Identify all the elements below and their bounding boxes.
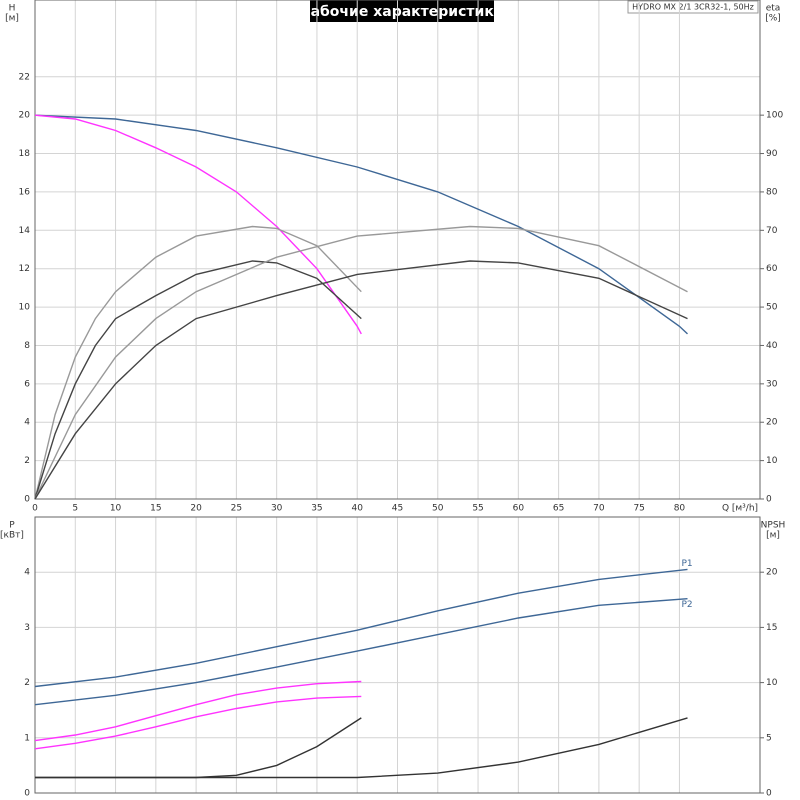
x-tick-label: 40	[351, 504, 363, 514]
y2-axis-label: NPSH	[761, 521, 786, 531]
y-axis-unit: [м]	[5, 14, 19, 24]
y2-axis-unit: [%]	[765, 14, 781, 24]
y-tick-label: 0	[24, 789, 30, 799]
y2-tick-label: 0	[766, 789, 772, 799]
curve-label: P2	[682, 600, 693, 610]
x-tick-label: 65	[553, 504, 564, 514]
curve	[34, 114, 362, 335]
curve	[35, 717, 362, 779]
y2-tick-label: 30	[766, 379, 778, 389]
x-tick-label: 10	[110, 504, 122, 514]
x-tick-label: 35	[311, 504, 322, 514]
curve	[34, 680, 362, 742]
curve-label: P1	[682, 559, 693, 569]
x-tick-label: 50	[432, 504, 444, 514]
y-tick-label: 8	[24, 341, 30, 351]
y-tick-label: 22	[19, 72, 30, 82]
y-tick-label: 3	[24, 623, 30, 633]
curve	[34, 598, 688, 706]
y-tick-label: 18	[19, 149, 31, 159]
y2-axis-unit: [м]	[766, 531, 780, 541]
curve	[34, 568, 688, 688]
x-tick-label: 20	[190, 504, 202, 514]
y-tick-label: 2	[24, 678, 30, 688]
curve	[34, 114, 688, 335]
plot-frame	[34, 516, 761, 794]
x-tick-label: 60	[513, 504, 525, 514]
y2-tick-label: 90	[766, 149, 778, 159]
y2-tick-label: 10	[766, 456, 778, 466]
curve	[34, 225, 362, 500]
x-axis-label: Q [м³/h]	[722, 504, 758, 514]
y2-tick-label: 15	[766, 623, 777, 633]
x-tick-label: 70	[593, 504, 605, 514]
y-tick-label: 10	[19, 303, 31, 313]
y2-tick-label: 80	[766, 187, 778, 197]
y2-tick-label: 0	[766, 495, 772, 505]
y2-tick-label: 10	[766, 678, 778, 688]
curve	[35, 717, 688, 779]
y-tick-label: 20	[19, 111, 31, 121]
y-axis-label: P	[9, 521, 15, 531]
y2-tick-label: 5	[766, 733, 772, 743]
y2-tick-label: 60	[766, 264, 778, 274]
x-tick-label: 25	[231, 504, 242, 514]
curve	[34, 225, 688, 500]
curve	[34, 695, 362, 750]
chart-subtitle: HYDRO MX 2/1 3CR32-1, 50Hz	[632, 3, 754, 12]
y2-tick-label: 40	[766, 341, 778, 351]
y-tick-label: 6	[24, 379, 30, 389]
plot-frame	[34, 0, 761, 500]
x-tick-label: 80	[674, 504, 686, 514]
x-tick-label: 15	[150, 504, 161, 514]
x-tick-label: 5	[72, 504, 78, 514]
curve	[34, 260, 362, 500]
y-tick-label: 0	[24, 495, 30, 505]
y-axis-unit: [кВт]	[0, 531, 24, 541]
x-tick-label: 75	[633, 504, 644, 514]
y-tick-label: 12	[19, 264, 30, 274]
y-tick-label: 1	[24, 733, 30, 743]
subtitle-box	[627, 0, 759, 14]
y2-tick-label: 20	[766, 418, 778, 428]
y-tick-label: 4	[24, 418, 30, 428]
y-tick-label: 16	[19, 187, 31, 197]
y2-tick-label: 70	[766, 226, 778, 236]
curve	[34, 260, 688, 500]
y2-tick-label: 20	[766, 568, 778, 578]
y2-tick-label: 100	[766, 111, 783, 121]
y-tick-label: 14	[19, 226, 31, 236]
x-tick-label: 45	[392, 504, 403, 514]
x-tick-label: 55	[472, 504, 483, 514]
y-axis-label: H	[9, 4, 16, 14]
x-tick-label: 0	[32, 504, 38, 514]
y-tick-label: 4	[24, 568, 30, 578]
title-box	[310, 0, 494, 22]
y2-tick-label: 50	[766, 303, 778, 313]
chart-title: Рабочие характеристики	[300, 4, 503, 20]
y-tick-label: 2	[24, 456, 30, 466]
y2-axis-label: eta	[766, 4, 781, 14]
x-tick-label: 30	[271, 504, 283, 514]
